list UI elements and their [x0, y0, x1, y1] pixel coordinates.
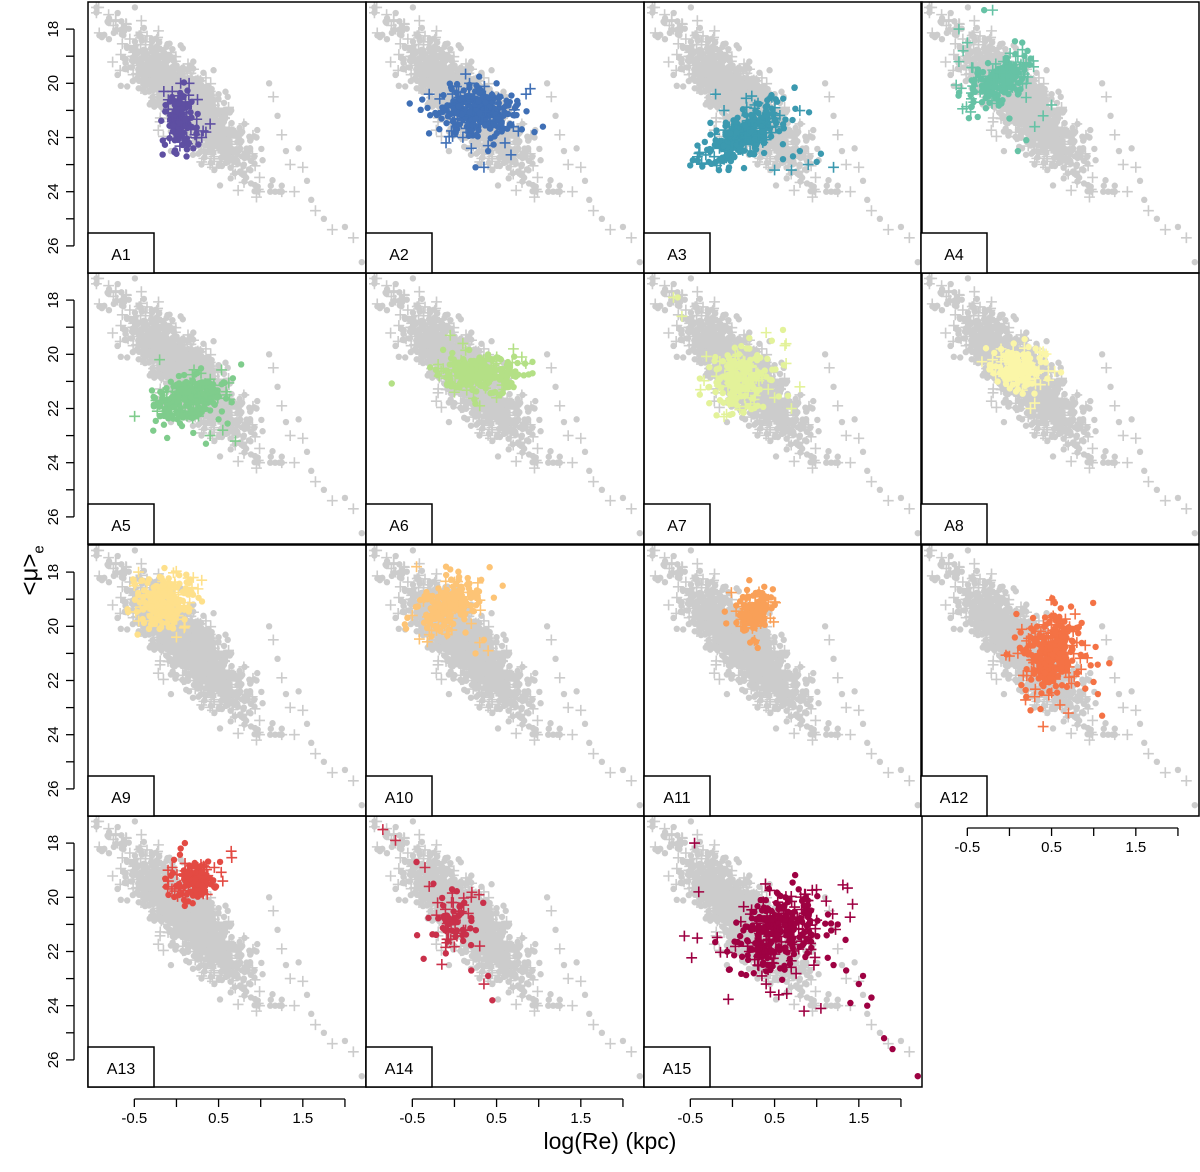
panel-A13-background-points	[91, 816, 365, 1080]
panel-A15-label: A15	[663, 1061, 692, 1078]
panel-A3-background-points	[647, 2, 921, 266]
panel-A13-cluster-points	[162, 839, 238, 910]
y-tick-label: 24	[45, 726, 62, 743]
x-tick-label: 0.5	[208, 1110, 229, 1127]
x-tick-label: 1.5	[292, 1110, 313, 1127]
panel-A8-label-box	[920, 503, 988, 545]
panel-A4-background-points	[924, 2, 1198, 266]
panel-A14-label: A14	[385, 1061, 414, 1078]
panel-A1-cluster-points	[158, 77, 216, 160]
panel-A9-label-box	[87, 775, 155, 817]
panel-A10-background-points	[369, 545, 643, 809]
panel-A15-cluster-points	[678, 837, 921, 1080]
x-tick-label: -0.5	[954, 839, 980, 856]
panel-A13-label: A13	[107, 1061, 136, 1078]
panel-A1-background-points	[91, 2, 365, 266]
panel-A4-cluster-points	[950, 4, 1057, 155]
panel-A11-background-points	[647, 545, 921, 809]
y-tick-label: 20	[45, 346, 62, 363]
panel-A5-label: A5	[111, 518, 131, 535]
y-tick-label: 22	[45, 943, 62, 960]
panel-A12-label-box	[920, 775, 988, 817]
panel-A11-cluster-points	[721, 577, 781, 652]
panel-A2-label: A2	[389, 247, 409, 264]
panel-A11-label-box	[643, 775, 711, 817]
panel-A3-cluster-points	[686, 84, 839, 176]
x-tick-label: -0.5	[399, 1110, 425, 1127]
panel-A7-label-box	[643, 503, 711, 545]
x-tick-label: 0.5	[1041, 839, 1062, 856]
y-tick-label: 22	[45, 400, 62, 417]
y-tick-label: 18	[45, 21, 62, 38]
panel-A1-label: A1	[111, 247, 131, 264]
panel-A3-label: A3	[667, 247, 687, 264]
panel-A15-frame	[643, 815, 923, 1088]
panel-A6-label: A6	[389, 518, 409, 535]
panel-A3-label-box	[643, 232, 711, 274]
y-tick-label: 22	[45, 129, 62, 146]
y-tick-label: 26	[45, 1052, 62, 1069]
panel-A4-label: A4	[944, 247, 964, 264]
panel-A7-frame	[643, 272, 923, 545]
panel-A9-cluster-points	[124, 564, 208, 643]
panel-A14-label-box	[365, 1046, 433, 1088]
x-tick-label: 1.5	[1125, 839, 1146, 856]
panel-A14-background-points	[369, 816, 643, 1080]
x-tick-label: 0.5	[486, 1110, 507, 1127]
panel-A4-label-box	[920, 232, 988, 274]
panel-A8-background-points	[924, 273, 1198, 537]
panel-A12-frame	[920, 544, 1200, 817]
panel-A8-cluster-points	[976, 335, 1065, 414]
panel-A7-background-points	[647, 273, 921, 537]
y-tick-label: 18	[45, 292, 62, 309]
y-tick-label: 26	[45, 238, 62, 255]
x-tick-label: 1.5	[570, 1110, 591, 1127]
y-tick-label: 22	[45, 672, 62, 689]
panel-A11-label: A11	[663, 790, 690, 807]
panel-A1-label-box	[87, 232, 155, 274]
panel-A6-background-points	[369, 273, 643, 537]
panel-A6-label-box	[365, 503, 433, 545]
panel-A6-cluster-points	[388, 329, 536, 412]
y-tick-label: 24	[45, 454, 62, 471]
panel-A5-label-box	[87, 503, 155, 545]
panel-A2-cluster-points	[406, 68, 547, 173]
panel-A5-background-points	[91, 273, 365, 537]
x-tick-label: 0.5	[764, 1110, 785, 1127]
y-tick-label: 18	[45, 564, 62, 581]
panel-A2-background-points	[369, 2, 643, 266]
panel-A10-label: A10	[385, 790, 414, 807]
y-tick-label: 24	[45, 183, 62, 200]
panel-A2-label-box	[365, 232, 433, 274]
panel-A8-label: A8	[944, 518, 964, 535]
x-axis-label: log(Re) (kpc)	[460, 1128, 760, 1155]
y-tick-label: 20	[45, 889, 62, 906]
panel-A12-label: A12	[940, 790, 969, 807]
x-tick-label: -0.5	[121, 1110, 147, 1127]
panel-A8-frame	[920, 272, 1200, 545]
panel-A15-label-box	[643, 1046, 711, 1088]
y-tick-label: 24	[45, 997, 62, 1014]
x-tick-label: 1.5	[848, 1110, 869, 1127]
panel-A14-cluster-points	[377, 824, 496, 1004]
y-tick-label: 26	[45, 509, 62, 526]
y-axis-label: <μ>e	[17, 540, 48, 600]
y-tick-label: 18	[45, 835, 62, 852]
panel-A5-cluster-points	[129, 354, 245, 447]
panel-A13-label-box	[87, 1046, 155, 1088]
y-tick-label: 20	[45, 618, 62, 635]
x-tick-label: -0.5	[677, 1110, 703, 1127]
panel-A7-label: A7	[667, 518, 687, 535]
y-tick-label: 20	[45, 75, 62, 92]
panel-A9-label: A9	[111, 790, 131, 807]
panel-A10-label-box	[365, 775, 433, 817]
panel-A7-cluster-points	[668, 291, 806, 423]
panel-A10-cluster-points	[401, 561, 506, 657]
panel-A12-cluster-points	[1000, 594, 1113, 732]
y-tick-label: 26	[45, 781, 62, 798]
